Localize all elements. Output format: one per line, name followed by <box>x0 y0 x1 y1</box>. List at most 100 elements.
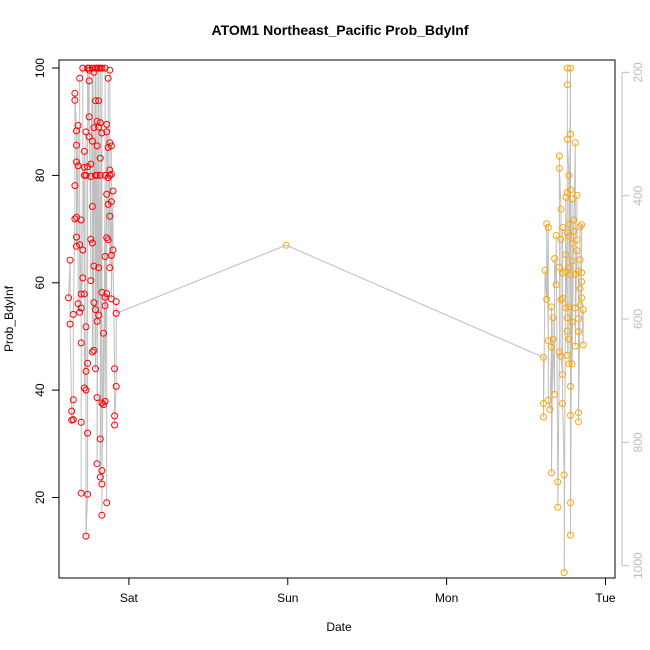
data-point <box>73 141 80 149</box>
data-point <box>82 323 90 331</box>
data-point <box>111 412 119 420</box>
data-point <box>563 351 571 359</box>
data-point <box>570 227 578 235</box>
data-point <box>103 128 111 136</box>
data-point <box>106 264 114 272</box>
data-point <box>65 294 72 302</box>
data-point <box>544 396 552 404</box>
data-point <box>540 400 547 407</box>
data-point <box>85 113 93 121</box>
data-point <box>576 285 584 293</box>
data-point <box>96 473 104 481</box>
data-point <box>93 460 101 468</box>
data-point <box>79 246 87 254</box>
data-point <box>101 302 109 310</box>
data-point <box>579 341 587 349</box>
data-point <box>107 170 115 178</box>
data-point <box>96 154 104 162</box>
data-point <box>92 306 99 314</box>
data-point <box>541 266 549 274</box>
data-point <box>573 236 581 244</box>
data-point <box>571 342 579 350</box>
data-point <box>71 182 79 190</box>
data-point <box>77 339 85 347</box>
data-point <box>563 314 571 322</box>
data-point <box>109 246 117 254</box>
data-point <box>80 163 88 171</box>
data-point <box>551 390 559 398</box>
data-point <box>548 303 555 311</box>
data-point <box>559 294 567 302</box>
data-point <box>559 224 567 231</box>
data-point <box>563 327 571 335</box>
data-point <box>562 304 570 312</box>
data-point <box>568 360 576 368</box>
data-point <box>73 158 80 166</box>
data-point <box>69 396 77 404</box>
data-point <box>549 335 557 343</box>
data-point <box>575 328 582 336</box>
data-point <box>112 298 120 306</box>
data-point <box>575 409 582 417</box>
data-point <box>69 310 77 318</box>
data-point <box>79 274 87 282</box>
data-point <box>554 503 562 511</box>
data-point <box>77 216 85 224</box>
data-point <box>69 416 77 424</box>
data-point <box>76 241 84 249</box>
data-point <box>548 343 555 351</box>
data-point <box>567 271 574 279</box>
series-0-points <box>65 64 120 540</box>
x-tick-label: Sun <box>277 591 298 605</box>
data-point <box>112 309 120 317</box>
data-point <box>540 413 547 421</box>
data-point <box>557 296 565 304</box>
data-point <box>88 203 96 210</box>
data-point <box>77 290 85 298</box>
data-point <box>82 128 90 136</box>
data-point <box>557 205 565 213</box>
series-1-points <box>282 64 587 577</box>
data-point <box>93 317 101 325</box>
data-point <box>71 89 79 97</box>
data-point <box>98 511 106 519</box>
data-point <box>74 162 82 170</box>
data-point <box>571 139 579 147</box>
series-layer <box>65 64 587 577</box>
data-point <box>555 263 563 271</box>
data-point <box>90 262 98 270</box>
data-point <box>80 147 88 155</box>
data-point <box>66 320 74 328</box>
data-point <box>88 348 96 356</box>
data-point <box>98 467 106 475</box>
chart-title: ATOM1 Northeast_Pacific Prob_BdyInf <box>212 22 469 38</box>
data-point <box>106 171 114 179</box>
data-point <box>565 264 573 272</box>
data-point <box>568 240 576 248</box>
data-point <box>98 64 106 72</box>
data-point <box>549 314 557 322</box>
data-point <box>548 469 555 477</box>
data-point <box>552 281 560 289</box>
data-point <box>540 353 547 361</box>
data-point <box>90 124 98 132</box>
data-point <box>573 247 581 255</box>
data-point <box>90 346 98 354</box>
data-point <box>96 435 104 443</box>
data-point <box>282 241 290 249</box>
data-point <box>96 119 104 127</box>
data-point <box>562 193 570 201</box>
data-point <box>543 220 551 228</box>
data-point <box>73 233 80 241</box>
data-point <box>82 532 90 540</box>
data-point <box>92 97 99 105</box>
data-point <box>80 384 88 392</box>
data-point <box>84 490 92 498</box>
right-y-tick-label: 1000 <box>631 552 645 579</box>
x-tick-label: Mon <box>435 591 458 605</box>
data-point <box>573 191 581 199</box>
data-point <box>103 499 111 507</box>
data-point <box>567 531 574 539</box>
right-y-tick-label: 400 <box>631 185 645 205</box>
data-point <box>563 64 571 72</box>
